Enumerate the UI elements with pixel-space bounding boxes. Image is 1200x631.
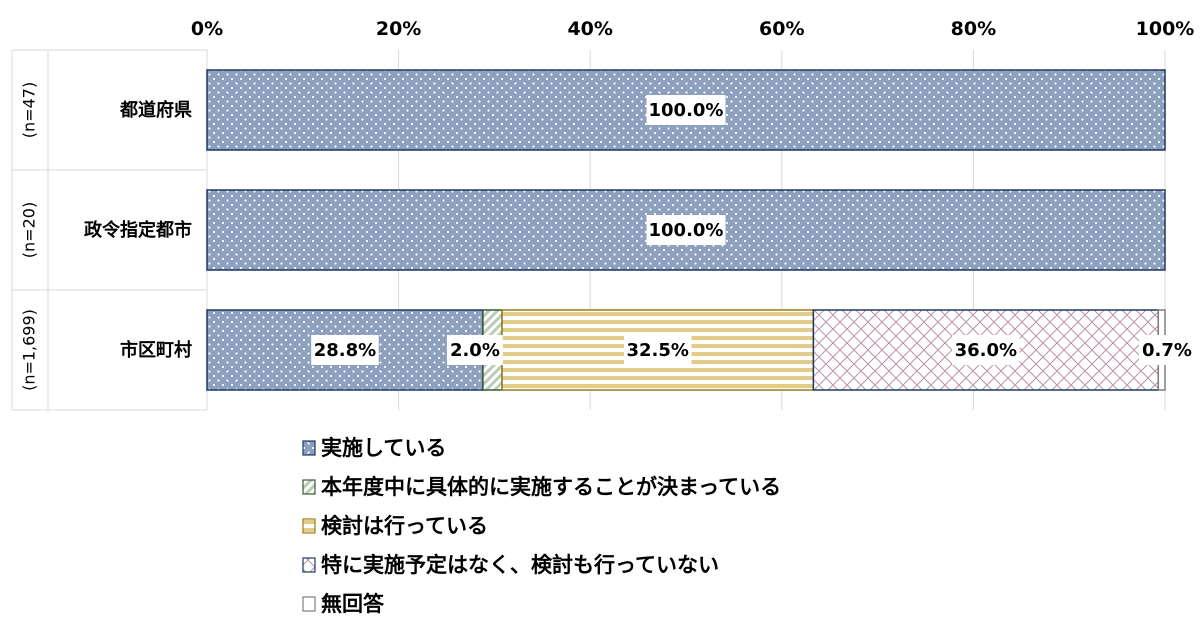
row-n-label: (n=1,699) — [20, 309, 39, 391]
data-label-background — [311, 335, 379, 365]
x-tick-label: 0% — [191, 18, 223, 40]
data-label-background — [646, 95, 726, 125]
legend-swatch — [302, 596, 316, 612]
row-category-label: 市区町村 — [120, 339, 192, 361]
x-tick-label: 40% — [567, 18, 612, 40]
data-label: 36.0% — [955, 340, 1017, 361]
legend-swatch — [302, 440, 316, 456]
x-tick-label: 100% — [1136, 18, 1195, 40]
data-label: 32.5% — [627, 340, 689, 361]
row-n-label: (n=47) — [20, 82, 39, 138]
data-label: 0.7% — [1142, 340, 1192, 361]
data-label-background — [1139, 335, 1195, 365]
data-label-background — [446, 335, 503, 365]
legend-swatch — [302, 518, 316, 534]
legend-label: 無回答 — [321, 592, 385, 616]
x-tick-label: 80% — [951, 18, 996, 40]
legend: 実施している本年度中に具体的に実施することが決まっている検討は行っている特に実施… — [302, 436, 781, 616]
row-n-label: (n=20) — [20, 202, 39, 258]
data-label-background — [623, 335, 692, 365]
legend-label: 実施している — [321, 436, 446, 460]
data-label-background — [952, 335, 1020, 365]
data-label: 28.8% — [314, 340, 376, 361]
row-category-label: 政令指定都市 — [84, 219, 192, 241]
legend-label: 特に実施予定はなく、検討も行っていない — [321, 553, 719, 577]
row-category-label: 都道府県 — [119, 99, 192, 121]
data-label-background — [646, 215, 726, 245]
data-label: 2.0% — [450, 340, 500, 361]
legend-swatch — [302, 557, 316, 573]
data-label: 100.0% — [649, 100, 724, 121]
legend-swatch — [302, 479, 316, 495]
data-label: 100.0% — [649, 220, 724, 241]
x-tick-label: 60% — [759, 18, 804, 40]
legend-label: 本年度中に具体的に実施することが決まっている — [321, 475, 781, 499]
x-tick-label: 20% — [376, 18, 421, 40]
legend-label: 検討は行っている — [321, 514, 488, 538]
